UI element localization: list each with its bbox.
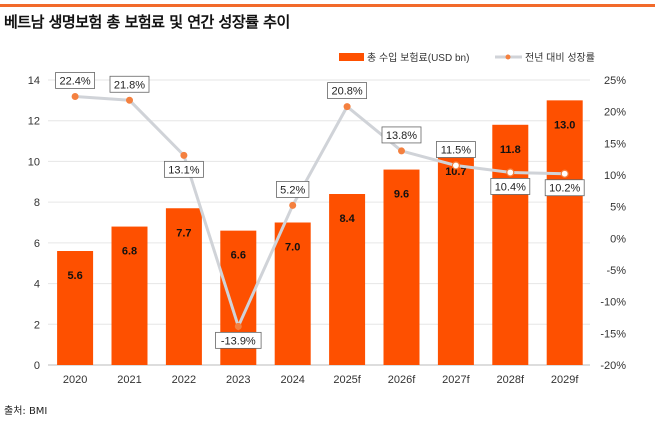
growth-marker xyxy=(289,201,297,209)
y-right-tick-label: 15% xyxy=(604,138,626,150)
legend-bar-swatch xyxy=(339,53,364,61)
x-tick-label: 2025f xyxy=(333,374,361,386)
bar xyxy=(492,124,529,366)
line-data-label: 11.5% xyxy=(441,145,472,157)
bar-data-label: 6.6 xyxy=(231,250,246,262)
y-right-tick-label: -20% xyxy=(600,360,626,372)
line-label-box xyxy=(435,141,476,158)
bar xyxy=(383,169,420,365)
bar-data-label: 8.4 xyxy=(339,213,355,225)
line-data-label: 10.2% xyxy=(549,183,580,195)
source-note: 출처: BMI xyxy=(4,406,48,417)
line-data-label: 22.4% xyxy=(59,75,90,87)
y-right-tick-label: 10% xyxy=(604,170,626,182)
y-right-tick-label: 20% xyxy=(604,107,626,119)
x-tick-label: 2028f xyxy=(497,374,525,386)
y-left-tick-label: 14 xyxy=(28,75,40,87)
y-left-tick-label: 8 xyxy=(34,197,40,209)
bar xyxy=(274,222,311,365)
growth-marker xyxy=(506,168,515,177)
line-label-box xyxy=(55,72,95,89)
line-label-box xyxy=(215,331,262,349)
line-label-box xyxy=(163,160,204,178)
line-data-label: 20.8% xyxy=(331,86,362,98)
line-label-box xyxy=(327,82,368,99)
y-left-tick-label: 0 xyxy=(34,360,40,372)
line-data-label: -13.9% xyxy=(221,335,256,347)
line-label-box xyxy=(276,180,310,198)
x-tick-label: 2026f xyxy=(388,374,416,386)
x-tick-label: 2027f xyxy=(442,374,470,386)
line-data-label: 13.1% xyxy=(168,164,199,176)
bar-data-label: 10.7 xyxy=(445,166,466,178)
x-tick-label: 2023 xyxy=(226,374,250,386)
growth-marker xyxy=(398,147,405,155)
y-right-tick-label: -10% xyxy=(600,297,626,309)
y-right-tick-label: 0% xyxy=(610,233,626,245)
line-label-box xyxy=(544,179,585,197)
line-label-box xyxy=(490,178,531,195)
growth-marker xyxy=(126,96,133,104)
x-tick-label: 2029f xyxy=(551,374,579,386)
line-data-label: 13.8% xyxy=(386,130,417,142)
line-data-label: 5.2% xyxy=(280,184,305,196)
bar-data-label: 6.8 xyxy=(122,246,137,258)
y-right-tick-label: 5% xyxy=(610,202,626,214)
bar xyxy=(546,100,583,365)
bar-data-label: 13.0 xyxy=(554,119,575,131)
y-left-tick-label: 12 xyxy=(28,116,40,128)
y-left-tick-label: 10 xyxy=(28,156,40,168)
x-tick-label: 2021 xyxy=(117,374,141,386)
y-left-tick-label: 6 xyxy=(34,238,40,250)
bar xyxy=(57,251,94,365)
y-right-tick-label: -15% xyxy=(600,328,626,340)
growth-marker xyxy=(560,169,569,178)
bar-data-label: 11.8 xyxy=(500,144,521,156)
y-right-tick-label: -5% xyxy=(606,265,626,277)
bar-data-label: 7.0 xyxy=(285,242,300,254)
growth-marker xyxy=(71,92,79,100)
bar xyxy=(329,194,366,365)
legend-line-label: 전년 대비 성장률 xyxy=(525,52,595,64)
y-left-tick-label: 4 xyxy=(34,279,40,291)
bar-data-label: 5.6 xyxy=(67,270,82,282)
growth-marker xyxy=(234,322,242,330)
legend-bar-label: 총 수입 보험료(USD bn) xyxy=(367,51,469,64)
legend-line-marker xyxy=(505,54,511,60)
growth-marker xyxy=(451,161,460,170)
bar xyxy=(111,226,148,365)
y-left-tick-label: 2 xyxy=(34,319,40,331)
x-tick-label: 2020 xyxy=(63,374,87,386)
growth-marker xyxy=(180,151,188,159)
x-tick-label: 2022 xyxy=(172,374,196,386)
x-tick-label: 2024 xyxy=(280,374,304,386)
line-label-box xyxy=(381,126,422,144)
y-right-tick-label: 25% xyxy=(604,75,626,87)
bar-data-label: 7.7 xyxy=(176,227,191,239)
accent-bar xyxy=(0,4,655,7)
line-data-label: 21.8% xyxy=(114,79,145,91)
line-data-label: 10.4% xyxy=(495,181,526,193)
chart-title: 베트남 생명보험 총 보험료 및 연간 성장률 추이 xyxy=(4,13,290,31)
growth-marker xyxy=(343,103,351,111)
bar xyxy=(165,208,202,365)
line-label-box xyxy=(109,75,150,93)
growth-line xyxy=(74,94,565,331)
bar xyxy=(437,147,474,365)
bar-data-label: 9.6 xyxy=(394,189,409,201)
